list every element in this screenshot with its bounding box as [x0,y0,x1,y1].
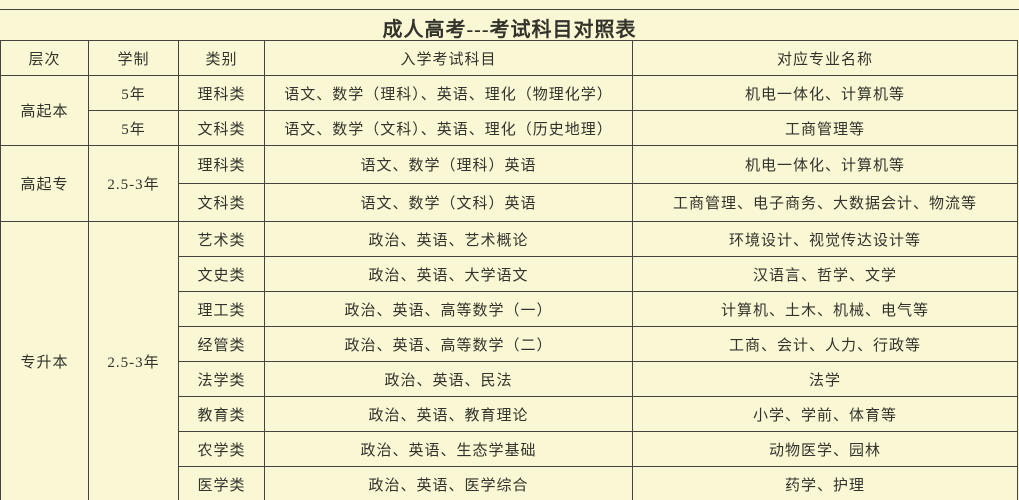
category-cell: 农学类 [178,431,265,467]
duration-cell: 2.5-3年 [88,145,179,222]
table-row: 高起本 5年 理科类 语文、数学（理科）、英语、理化（物理化学） 机电一体化、计… [0,75,1018,146]
majors-cell: 环境设计、视觉传达设计等 [632,221,1018,257]
subjects-cell: 政治、英语、艺术概论 [264,221,633,257]
majors-cell: 小学、学前、体育等 [632,396,1018,432]
header-subjects: 入学考试科目 [264,40,633,76]
table-row: 文科类 语文、数学（文科）英语 工商管理、电子商务、大数据会计、物流等 [1,183,1018,222]
majors-cell: 工商、会计、人力、行政等 [632,326,1018,362]
header-majors: 对应专业名称 [632,40,1018,76]
table-row: 高起专 2.5-3年 理科类 语文、数学（理科）英语 机电一体化、计算机等 [0,145,1018,222]
level-cell: 高起专 [0,145,89,222]
majors-cell: 药学、护理 [632,466,1018,500]
subjects-cell: 政治、英语、医学综合 [264,466,633,500]
subjects-cell: 语文、数学（理科）英语 [264,145,633,184]
category-cell: 医学类 [178,466,265,500]
majors-cell: 动物医学、园林 [632,431,1018,467]
category-cell: 文史类 [178,256,265,292]
category-cell: 理工类 [178,291,265,327]
subjects-cell: 政治、英语、民法 [264,361,633,397]
top-divider [0,9,1019,10]
majors-cell: 工商管理、电子商务、大数据会计、物流等 [632,183,1018,222]
subjects-cell: 政治、英语、教育理论 [264,396,633,432]
table-row: 理工类 政治、英语、高等数学（一） 计算机、土木、机械、电气等 [1,291,1018,327]
subjects-cell: 政治、英语、高等数学（一） [264,291,633,327]
table-row: 法学类 政治、英语、民法 法学 [1,361,1018,397]
table-row: 医学类 政治、英语、医学综合 药学、护理 [1,466,1018,500]
category-cell: 理科类 [178,145,265,184]
category-cell: 文科类 [178,183,265,222]
table-row: 专升本 2.5-3年 艺术类 政治、英语、艺术概论 环境设计、视觉传达设计等 [0,221,1018,500]
category-cell: 理科类 [178,75,265,111]
subjects-cell: 语文、数学（文科）英语 [264,183,633,222]
table-row: 教育类 政治、英语、教育理论 小学、学前、体育等 [1,396,1018,432]
header-category: 类别 [178,40,265,76]
table-row: 5年 文科类 语文、数学（文科）、英语、理化（历史地理） 工商管理等 [1,110,1018,146]
majors-cell: 工商管理等 [632,110,1018,146]
category-cell: 法学类 [178,361,265,397]
majors-cell: 汉语言、哲学、文学 [632,256,1018,292]
level-cell: 高起本 [0,75,89,146]
duration-cell: 5年 [88,110,179,146]
subjects-cell: 语文、数学（理科）、英语、理化（物理化学） [264,75,633,111]
category-cell: 经管类 [178,326,265,362]
table-row: 经管类 政治、英语、高等数学（二） 工商、会计、人力、行政等 [1,326,1018,362]
subjects-cell: 政治、英语、高等数学（二） [264,326,633,362]
majors-cell: 机电一体化、计算机等 [632,145,1018,184]
table-row: 农学类 政治、英语、生态学基础 动物医学、园林 [1,431,1018,467]
category-cell: 教育类 [178,396,265,432]
category-cell: 艺术类 [178,221,265,257]
majors-cell: 计算机、土木、机械、电气等 [632,291,1018,327]
category-cell: 文科类 [178,110,265,146]
duration-cell: 2.5-3年 [88,221,179,500]
page-title: 成人高考---考试科目对照表 [382,19,637,41]
duration-cell: 5年 [88,75,179,111]
subjects-cell: 政治、英语、大学语文 [264,256,633,292]
level-cell: 专升本 [0,221,89,500]
header-row: 层次 学制 类别 入学考试科目 对应专业名称 [0,40,1018,76]
majors-cell: 法学 [632,361,1018,397]
majors-cell: 机电一体化、计算机等 [632,75,1018,111]
exam-subjects-table: 层次 学制 类别 入学考试科目 对应专业名称 高起本 5年 理科类 语文、数学（… [0,40,1018,500]
subjects-cell: 语文、数学（文科）、英语、理化（历史地理） [264,110,633,146]
table-row: 文史类 政治、英语、大学语文 汉语言、哲学、文学 [1,256,1018,292]
header-duration: 学制 [88,40,179,76]
header-level: 层次 [0,40,89,76]
subjects-cell: 政治、英语、生态学基础 [264,431,633,467]
